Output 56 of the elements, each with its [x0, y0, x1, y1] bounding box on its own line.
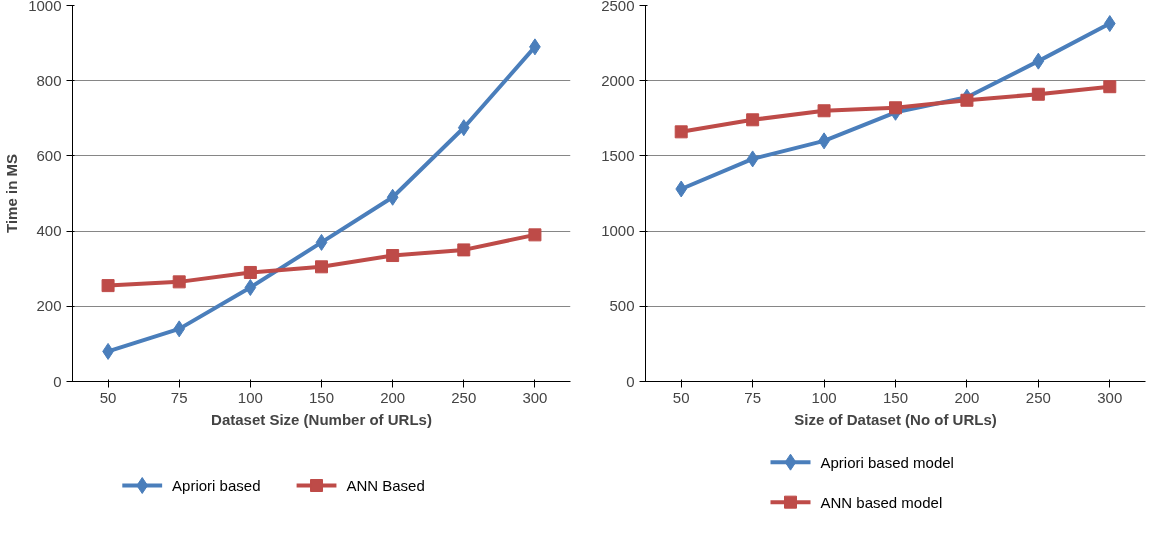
point [674, 125, 688, 139]
point [1103, 80, 1117, 94]
point [746, 150, 759, 168]
point [172, 275, 186, 289]
point [889, 101, 902, 115]
x-tick-label: 50 [672, 388, 690, 406]
y-tick-label: 0 [626, 372, 635, 390]
point [173, 320, 186, 338]
y-tick-label: 500 [609, 297, 635, 315]
y-tick-label: 2000 [601, 71, 635, 89]
point [1031, 87, 1045, 101]
y-tick-label: 1000 [28, 0, 62, 14]
x-tick-label: 300 [522, 388, 548, 406]
legend-label: ANN Based [346, 477, 425, 494]
x-tick-label: 250 [451, 388, 477, 406]
point [243, 265, 257, 279]
point [244, 279, 257, 296]
y-tick-label: 2500 [601, 0, 635, 14]
point [817, 104, 831, 118]
y-tick-label: 400 [36, 222, 62, 240]
x-tick-label: 100 [237, 388, 263, 406]
x-tick-label: 75 [744, 388, 761, 406]
y-tick-label: 0 [53, 372, 62, 390]
legend-label: Apriori based [172, 477, 261, 494]
x-tick-label: 75 [170, 388, 188, 406]
x-tick-label: 200 [954, 388, 980, 406]
legend-label: ANN based model [820, 493, 943, 511]
point [528, 228, 542, 242]
y-tick-label: 800 [36, 71, 62, 89]
point [315, 260, 328, 274]
point [960, 93, 974, 107]
x-tick-label: 50 [99, 388, 117, 406]
y-axis-title: Time in MS [3, 154, 21, 233]
point [1032, 52, 1045, 70]
point [386, 188, 399, 206]
y-tick-label: 1000 [601, 222, 635, 240]
x-axis-title: Dataset Size (Number of URLs) [211, 410, 432, 428]
point [386, 249, 400, 263]
point [457, 119, 470, 137]
point [101, 279, 115, 293]
x-axis-title: Size of Dataset (No of URLs) [794, 410, 997, 428]
point [675, 180, 688, 198]
y-tick-label: 600 [36, 146, 62, 164]
x-tick-label: 200 [380, 388, 406, 406]
y-tick-label: 200 [36, 297, 62, 315]
point [457, 243, 471, 257]
point [1103, 15, 1116, 33]
y-tick-label: 1500 [601, 146, 635, 164]
x-tick-label: 150 [308, 388, 335, 406]
x-tick-label: 100 [811, 388, 837, 406]
x-tick-label: 150 [882, 388, 909, 406]
point [315, 233, 328, 251]
x-tick-label: 250 [1025, 388, 1051, 406]
x-tick-label: 300 [1097, 388, 1123, 406]
legend-label: Apriori based model [820, 453, 954, 471]
point [746, 113, 760, 127]
